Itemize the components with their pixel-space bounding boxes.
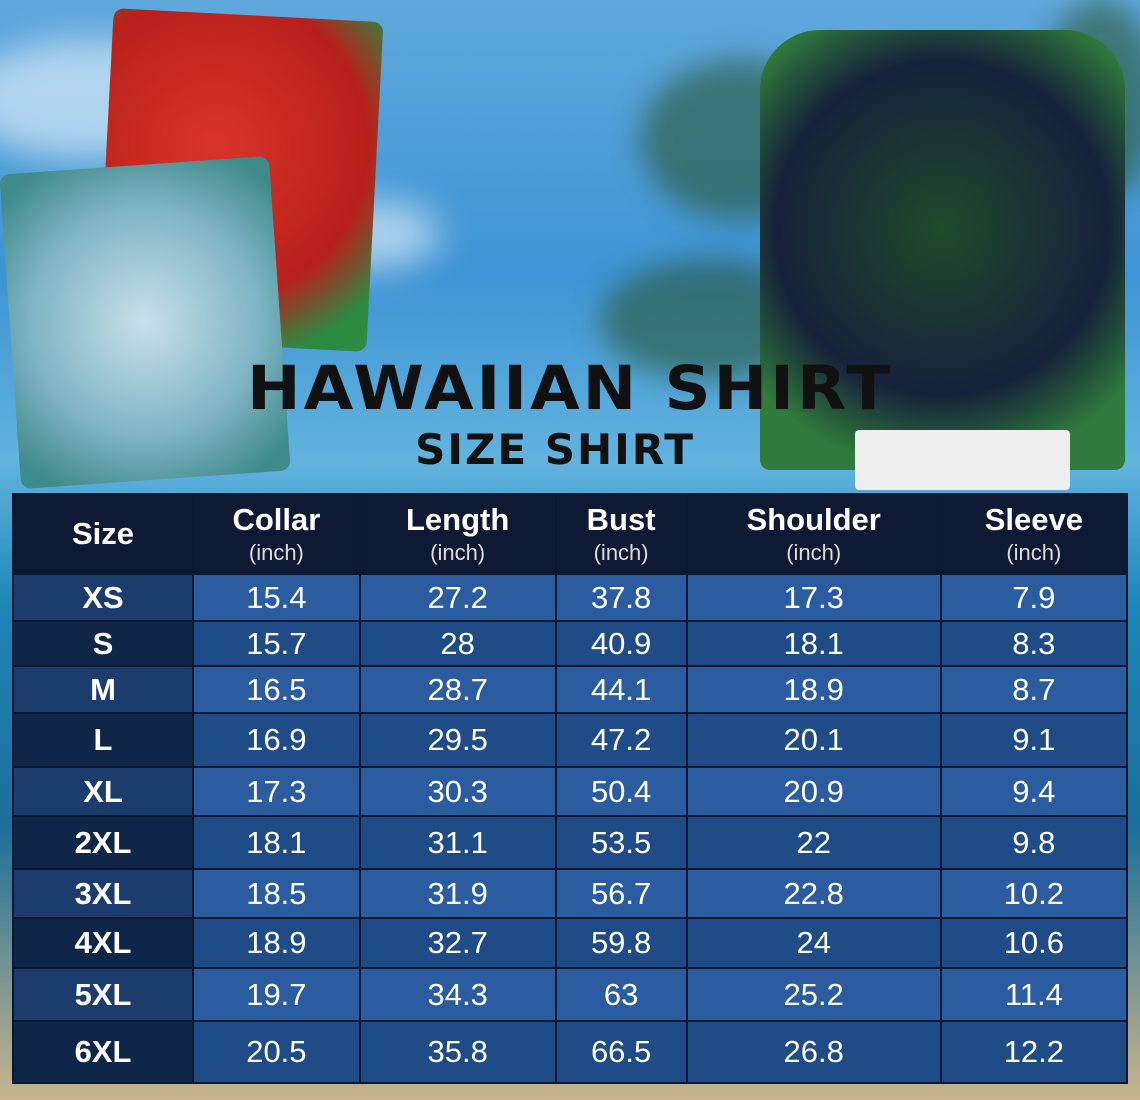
measurement-cell: 24 bbox=[687, 919, 940, 967]
measurement-cell: 66.5 bbox=[556, 1022, 686, 1082]
measurement-cell: 26.8 bbox=[687, 1022, 940, 1082]
column-unit: (inch) bbox=[786, 540, 842, 565]
column-unit: (inch) bbox=[593, 540, 649, 565]
model-pants bbox=[855, 430, 1070, 490]
measurement-cell: 10.6 bbox=[941, 919, 1126, 967]
size-cell: S bbox=[14, 622, 192, 665]
measurement-cell: 35.8 bbox=[360, 1022, 555, 1082]
measurement-cell: 31.1 bbox=[360, 817, 555, 868]
measurement-cell: 31.9 bbox=[360, 870, 555, 917]
measurement-cell: 9.4 bbox=[941, 768, 1126, 815]
measurement-cell: 53.5 bbox=[556, 817, 686, 868]
measurement-cell: 11.4 bbox=[941, 969, 1126, 1020]
size-cell: XL bbox=[14, 768, 192, 815]
measurement-cell: 50.4 bbox=[556, 768, 686, 815]
size-chart-table: Size Collar (inch) Length (inch) Bust (inch) Sh… bbox=[12, 493, 1128, 1084]
table-row: 4XL 18.9 32.7 59.8 24 10.6 bbox=[14, 919, 1126, 967]
size-cell: 4XL bbox=[14, 919, 192, 967]
size-cell: 3XL bbox=[14, 870, 192, 917]
measurement-cell: 18.1 bbox=[194, 817, 359, 868]
measurement-cell: 18.1 bbox=[687, 622, 940, 665]
measurement-cell: 16.5 bbox=[194, 667, 359, 712]
measurement-cell: 22 bbox=[687, 817, 940, 868]
size-cell: M bbox=[14, 667, 192, 712]
column-label: Shoulder bbox=[746, 502, 881, 537]
column-header-collar: Collar (inch) bbox=[194, 495, 359, 573]
measurement-cell: 22.8 bbox=[687, 870, 940, 917]
column-header-bust: Bust (inch) bbox=[556, 495, 686, 573]
table-row: XL 17.3 30.3 50.4 20.9 9.4 bbox=[14, 768, 1126, 815]
table-row: L 16.9 29.5 47.2 20.1 9.1 bbox=[14, 714, 1126, 766]
table-header-row: Size Collar (inch) Length (inch) Bust (inch) Sh… bbox=[14, 495, 1126, 573]
measurement-cell: 63 bbox=[556, 969, 686, 1020]
size-cell: XS bbox=[14, 575, 192, 620]
measurement-cell: 47.2 bbox=[556, 714, 686, 766]
table-row: 5XL 19.7 34.3 63 25.2 11.4 bbox=[14, 969, 1126, 1020]
column-label: Bust bbox=[586, 502, 656, 537]
measurement-cell: 37.8 bbox=[556, 575, 686, 620]
column-header-sleeve: Sleeve (inch) bbox=[941, 495, 1126, 573]
measurement-cell: 17.3 bbox=[687, 575, 940, 620]
table-row: M 16.5 28.7 44.1 18.9 8.7 bbox=[14, 667, 1126, 712]
measurement-cell: 25.2 bbox=[687, 969, 940, 1020]
measurement-cell: 17.3 bbox=[194, 768, 359, 815]
column-label: Length bbox=[405, 502, 510, 537]
table-row: XS 15.4 27.2 37.8 17.3 7.9 bbox=[14, 575, 1126, 620]
measurement-cell: 40.9 bbox=[556, 622, 686, 665]
column-header-length: Length (inch) bbox=[360, 495, 555, 573]
measurement-cell: 59.8 bbox=[556, 919, 686, 967]
measurement-cell: 18.9 bbox=[194, 919, 359, 967]
measurement-cell: 10.2 bbox=[941, 870, 1126, 917]
measurement-cell: 9.1 bbox=[941, 714, 1126, 766]
model-flamingo-shirt-image bbox=[760, 30, 1125, 470]
table-row: 6XL 20.5 35.8 66.5 26.8 12.2 bbox=[14, 1022, 1126, 1082]
measurement-cell: 30.3 bbox=[360, 768, 555, 815]
table-row: 3XL 18.5 31.9 56.7 22.8 10.2 bbox=[14, 870, 1126, 917]
column-unit: (inch) bbox=[430, 540, 486, 565]
column-label: Sleeve bbox=[984, 502, 1083, 537]
column-unit: (inch) bbox=[1006, 540, 1062, 565]
measurement-cell: 19.7 bbox=[194, 969, 359, 1020]
measurement-cell: 20.9 bbox=[687, 768, 940, 815]
measurement-cell: 29.5 bbox=[360, 714, 555, 766]
size-cell: 5XL bbox=[14, 969, 192, 1020]
measurement-cell: 15.4 bbox=[194, 575, 359, 620]
measurement-cell: 16.9 bbox=[194, 714, 359, 766]
measurement-cell: 18.5 bbox=[194, 870, 359, 917]
measurement-cell: 28.7 bbox=[360, 667, 555, 712]
measurement-cell: 9.8 bbox=[941, 817, 1126, 868]
column-header-shoulder: Shoulder (inch) bbox=[687, 495, 940, 573]
size-cell: 2XL bbox=[14, 817, 192, 868]
measurement-cell: 20.5 bbox=[194, 1022, 359, 1082]
measurement-cell: 12.2 bbox=[941, 1022, 1126, 1082]
measurement-cell: 7.9 bbox=[941, 575, 1126, 620]
measurement-cell: 15.7 bbox=[194, 622, 359, 665]
measurement-cell: 32.7 bbox=[360, 919, 555, 967]
measurement-cell: 27.2 bbox=[360, 575, 555, 620]
measurement-cell: 28 bbox=[360, 622, 555, 665]
table-row: S 15.7 28 40.9 18.1 8.3 bbox=[14, 622, 1126, 665]
size-cell: 6XL bbox=[14, 1022, 192, 1082]
column-label: Collar bbox=[232, 502, 321, 537]
size-cell: L bbox=[14, 714, 192, 766]
page-subtitle: SIZE SHIRT bbox=[415, 425, 695, 474]
column-header-size: Size bbox=[14, 495, 192, 573]
column-label: Size bbox=[71, 516, 135, 551]
column-unit: (inch) bbox=[248, 540, 304, 565]
table-row: 2XL 18.1 31.1 53.5 22 9.8 bbox=[14, 817, 1126, 868]
measurement-cell: 20.1 bbox=[687, 714, 940, 766]
page-title: HAWAIIAN SHIRT bbox=[247, 353, 893, 425]
measurement-cell: 8.7 bbox=[941, 667, 1126, 712]
measurement-cell: 44.1 bbox=[556, 667, 686, 712]
measurement-cell: 8.3 bbox=[941, 622, 1126, 665]
measurement-cell: 18.9 bbox=[687, 667, 940, 712]
measurement-cell: 34.3 bbox=[360, 969, 555, 1020]
measurement-cell: 56.7 bbox=[556, 870, 686, 917]
